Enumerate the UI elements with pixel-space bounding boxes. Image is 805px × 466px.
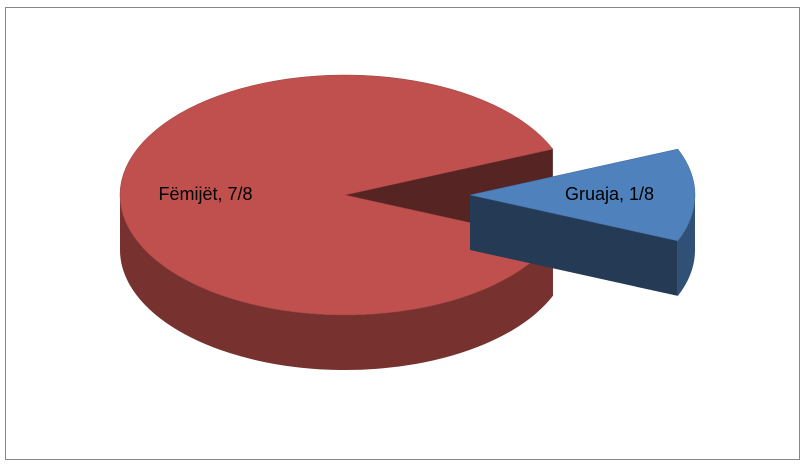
slice-side — [677, 195, 695, 296]
slice-face — [470, 195, 678, 296]
data-label: Gruaja, 1/8 — [565, 184, 654, 204]
data-label: Fëmijët, 7/8 — [158, 184, 252, 204]
slice — [119, 74, 554, 316]
slice — [469, 148, 696, 242]
slice-side — [120, 195, 553, 371]
